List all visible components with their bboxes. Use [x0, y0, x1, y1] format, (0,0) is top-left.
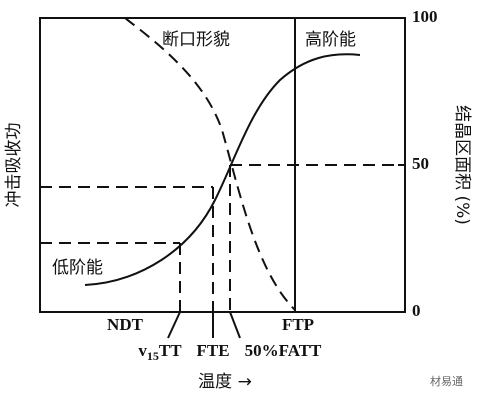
tick-label: 0 — [412, 301, 421, 320]
watermark: 材易通 — [430, 374, 463, 388]
fracture-curve — [124, 17, 296, 311]
tick-label: 50 — [412, 154, 429, 173]
temp-label: 50%FATT — [245, 341, 322, 360]
leader — [167, 311, 181, 339]
tick-label: 100 — [412, 7, 438, 26]
temp-label: FTP — [282, 315, 314, 334]
energy-curve — [84, 53, 361, 286]
temp-label: NDT — [107, 315, 144, 334]
left-axis-label: 冲击吸收功 — [4, 123, 24, 208]
temp-label: FTE — [196, 341, 229, 360]
x-axis-label: 温度 → — [198, 372, 252, 392]
temp-label: v15TT — [138, 341, 182, 363]
right-axis-label: 结晶区面积 (%) — [452, 105, 472, 225]
curve-label: 高阶能 — [305, 30, 356, 50]
curve-label: 低阶能 — [52, 258, 103, 278]
curve-label: 断口形貌 — [162, 30, 230, 50]
leader — [229, 311, 241, 339]
